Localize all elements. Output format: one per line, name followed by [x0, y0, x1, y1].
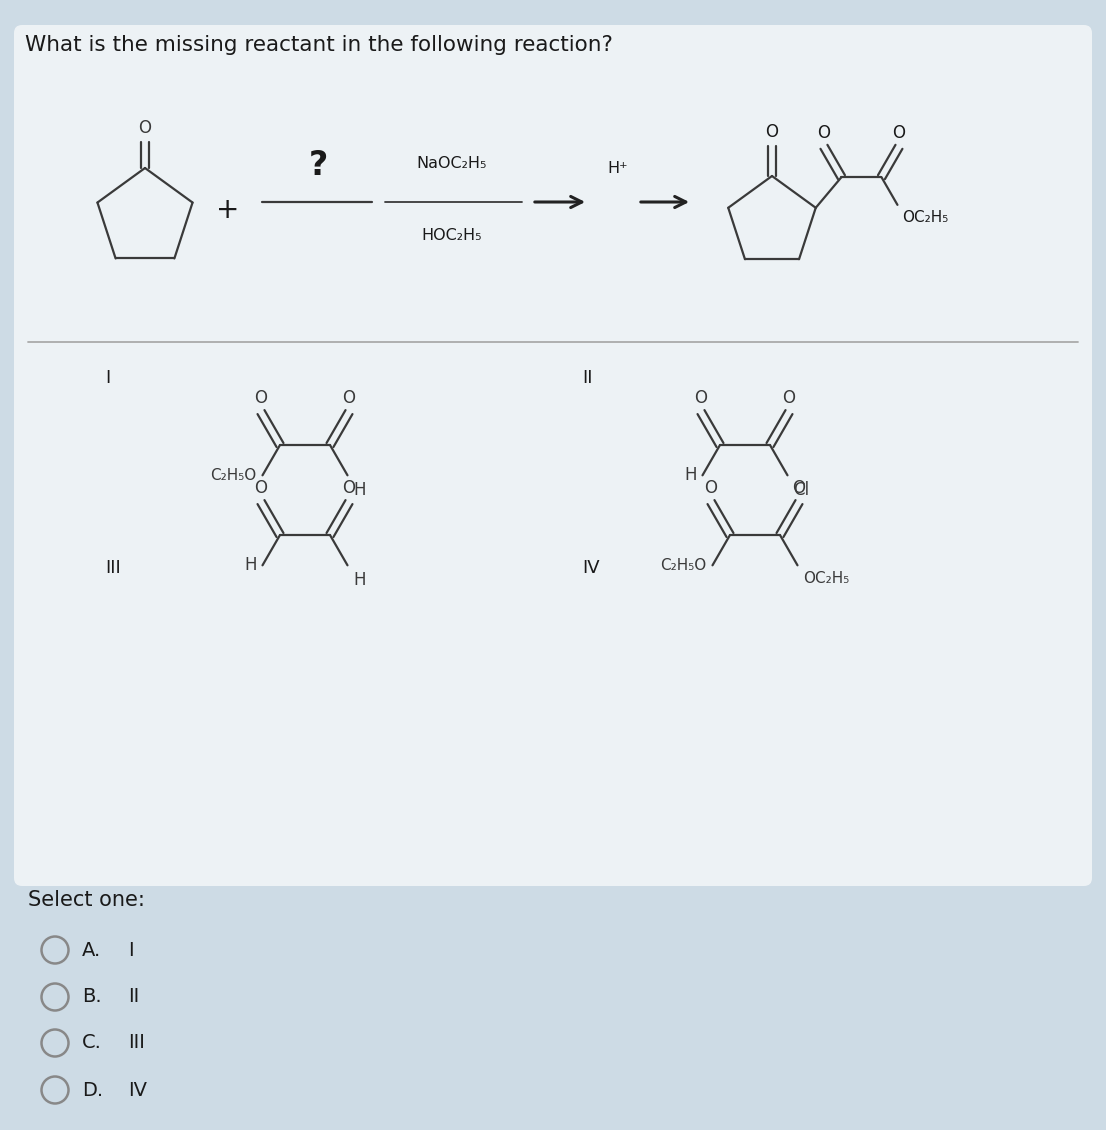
Text: O: O: [893, 124, 906, 142]
Text: O: O: [254, 479, 268, 497]
Text: IV: IV: [128, 1080, 147, 1099]
Text: C.: C.: [82, 1034, 102, 1052]
Text: IV: IV: [582, 559, 599, 577]
Text: O: O: [343, 389, 355, 407]
Text: I: I: [128, 940, 134, 959]
Text: OC₂H₅: OC₂H₅: [902, 210, 949, 225]
Text: What is the missing reactant in the following reaction?: What is the missing reactant in the foll…: [25, 35, 613, 55]
Text: I: I: [105, 370, 111, 386]
Text: HOC₂H₅: HOC₂H₅: [421, 227, 482, 243]
Text: ?: ?: [309, 148, 327, 182]
Text: H: H: [354, 572, 366, 590]
Text: D.: D.: [82, 1080, 103, 1099]
Text: OC₂H₅: OC₂H₅: [803, 572, 849, 586]
Text: O: O: [695, 389, 708, 407]
Text: H: H: [354, 481, 366, 499]
Text: O: O: [765, 123, 779, 141]
Text: O: O: [705, 479, 718, 497]
Text: H⁺: H⁺: [607, 160, 628, 175]
Text: C₂H₅O: C₂H₅O: [210, 468, 257, 483]
Text: II: II: [582, 370, 593, 386]
Text: NaOC₂H₅: NaOC₂H₅: [417, 156, 487, 172]
Text: C₂H₅O: C₂H₅O: [660, 558, 707, 573]
Text: H: H: [684, 467, 697, 485]
Text: Cl: Cl: [793, 481, 810, 499]
Text: III: III: [128, 1034, 145, 1052]
Text: O: O: [343, 479, 355, 497]
Text: O: O: [817, 124, 831, 142]
Text: +: +: [217, 195, 240, 224]
Text: III: III: [105, 559, 121, 577]
Text: Select one:: Select one:: [28, 890, 145, 910]
Text: O: O: [793, 479, 805, 497]
Text: O: O: [254, 389, 268, 407]
Text: B.: B.: [82, 988, 102, 1007]
Text: O: O: [783, 389, 795, 407]
Text: II: II: [128, 988, 139, 1007]
Text: O: O: [138, 119, 152, 137]
FancyBboxPatch shape: [14, 25, 1092, 886]
Text: A.: A.: [82, 940, 102, 959]
Text: H: H: [244, 556, 257, 574]
